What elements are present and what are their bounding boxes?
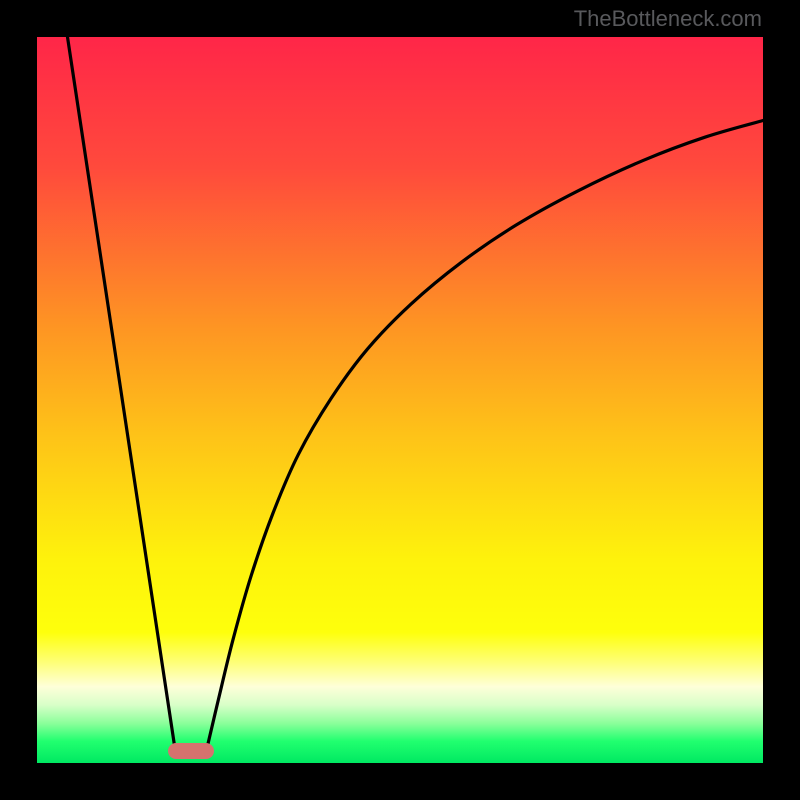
right-curve (207, 120, 763, 748)
bottleneck-marker (168, 743, 214, 759)
curves-layer (37, 37, 763, 763)
watermark-text: TheBottleneck.com (574, 6, 762, 32)
chart-container: TheBottleneck.com (0, 0, 800, 800)
left-line-curve (67, 37, 174, 748)
plot-area (37, 37, 763, 763)
